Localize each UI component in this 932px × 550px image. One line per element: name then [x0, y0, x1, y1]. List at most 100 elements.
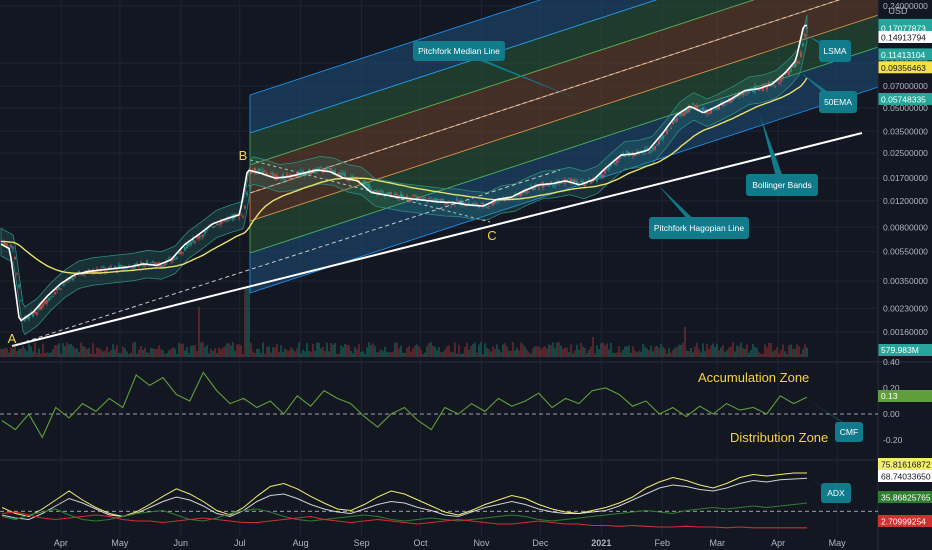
- adx-panel[interactable]: 75.81616872 68.74033650 35.86825765 2.70999…: [0, 458, 932, 529]
- cmf-panel[interactable]: 0.40 0.20 0.00 -0.20 0.13 Accumulation Zone Di…: [0, 357, 932, 445]
- candle-body: [50, 296, 52, 298]
- candle-body: [260, 169, 262, 171]
- candle-body: [142, 262, 144, 267]
- volume-bar: [534, 346, 536, 357]
- candle-body: [334, 170, 336, 174]
- candle-body: [16, 272, 18, 274]
- candle-body: [320, 167, 322, 168]
- candle-body: [678, 114, 680, 116]
- volume-bar: [386, 351, 388, 357]
- volume-bar: [574, 350, 576, 357]
- volume-bar: [22, 346, 24, 357]
- volume-bar: [48, 353, 50, 357]
- candle-body: [6, 243, 8, 247]
- candle-body: [798, 62, 800, 64]
- candle-body: [780, 79, 782, 82]
- price-axis[interactable]: 0.240000000.100000000.070000000.05000000…: [878, 1, 932, 356]
- callout-box: [821, 483, 851, 503]
- candle-body: [330, 168, 332, 171]
- candle-body: [600, 172, 602, 178]
- candle-body: [494, 200, 496, 204]
- volume-bars: [0, 287, 808, 357]
- volume-bar: [268, 346, 270, 357]
- candle-body: [570, 178, 572, 183]
- candle-body: [302, 171, 304, 173]
- candle-body: [248, 185, 250, 186]
- candle-body: [636, 151, 638, 153]
- time-tick-label: Apr: [771, 538, 785, 548]
- candle-body: [574, 180, 576, 182]
- volume-bar: [614, 353, 616, 357]
- volume-bar: [662, 347, 664, 357]
- candle-body: [196, 236, 198, 238]
- callout-label: Pitchfork Median Line: [418, 46, 500, 56]
- candle-body: [52, 296, 54, 297]
- volume-bar: [40, 353, 42, 357]
- callout-box: [649, 217, 749, 239]
- volume-bar: [802, 349, 804, 357]
- volume-bar: [776, 347, 778, 357]
- volume-bar: [738, 346, 740, 357]
- volume-bar: [212, 351, 214, 357]
- volume-bar: [686, 350, 688, 357]
- candle-body: [160, 264, 162, 268]
- volume-bar: [218, 347, 220, 357]
- volume-bar: [548, 344, 550, 357]
- volume-bar: [486, 347, 488, 357]
- volume-bar: [264, 353, 266, 357]
- volume-bar: [68, 344, 70, 357]
- volume-bar: [634, 350, 636, 357]
- candle-body: [530, 186, 532, 188]
- volume-bar: [620, 352, 622, 357]
- volume-bar: [402, 352, 404, 357]
- volume-bar: [648, 350, 650, 357]
- volume-bar: [576, 344, 578, 357]
- candle-body: [672, 121, 674, 125]
- volume-bar: [206, 344, 208, 357]
- candle-body: [428, 198, 430, 200]
- candle-body: [526, 190, 528, 193]
- adx-series-line: [1, 472, 807, 518]
- volume-bar: [216, 353, 218, 357]
- annotation-callouts[interactable]: Pitchfork Median Line LSMA 50EMA Bollinger …: [413, 35, 857, 239]
- volume-bar: [18, 349, 20, 357]
- volume-bar: [336, 353, 338, 357]
- candle-body: [512, 197, 514, 199]
- volume-bar: [120, 353, 122, 357]
- candle-body: [118, 265, 120, 269]
- candle-body: [692, 103, 694, 106]
- volume-bar: [398, 348, 400, 357]
- volume-bar: [184, 350, 186, 357]
- candle-body: [790, 67, 792, 72]
- volume-bar: [692, 352, 694, 357]
- volume-bar: [256, 348, 258, 357]
- volume-bar: [528, 352, 530, 357]
- candle-body: [188, 242, 190, 246]
- candle-body: [440, 198, 442, 203]
- volume-bar: [432, 345, 434, 357]
- time-axis[interactable]: Apr May Jun Jul Aug Sep Oct Nov Dec 2021 Feb Mar Apr…: [54, 538, 846, 548]
- volume-bar: [288, 350, 290, 357]
- time-tick-label: 2021: [591, 538, 611, 548]
- candle-body: [198, 235, 200, 239]
- volume-bar: [74, 348, 76, 357]
- callout-box: [746, 174, 818, 196]
- candle-body: [520, 191, 522, 197]
- volume-bar: [44, 353, 46, 357]
- candle-body: [40, 305, 42, 310]
- volume-bar: [388, 352, 390, 357]
- volume-bar: [196, 351, 198, 357]
- volume-bar: [728, 347, 730, 357]
- candle-body: [80, 273, 82, 276]
- candle-body: [254, 167, 256, 173]
- volume-bar: [384, 346, 386, 357]
- volume-bar: [450, 352, 452, 357]
- candle-body: [492, 202, 494, 206]
- candle-body: [304, 172, 306, 175]
- price-tick-label: 0.00160000: [883, 327, 928, 337]
- volume-bar: [544, 346, 546, 357]
- candle-body: [710, 107, 712, 114]
- volume-bar: [664, 348, 666, 357]
- volume-bar: [294, 351, 296, 357]
